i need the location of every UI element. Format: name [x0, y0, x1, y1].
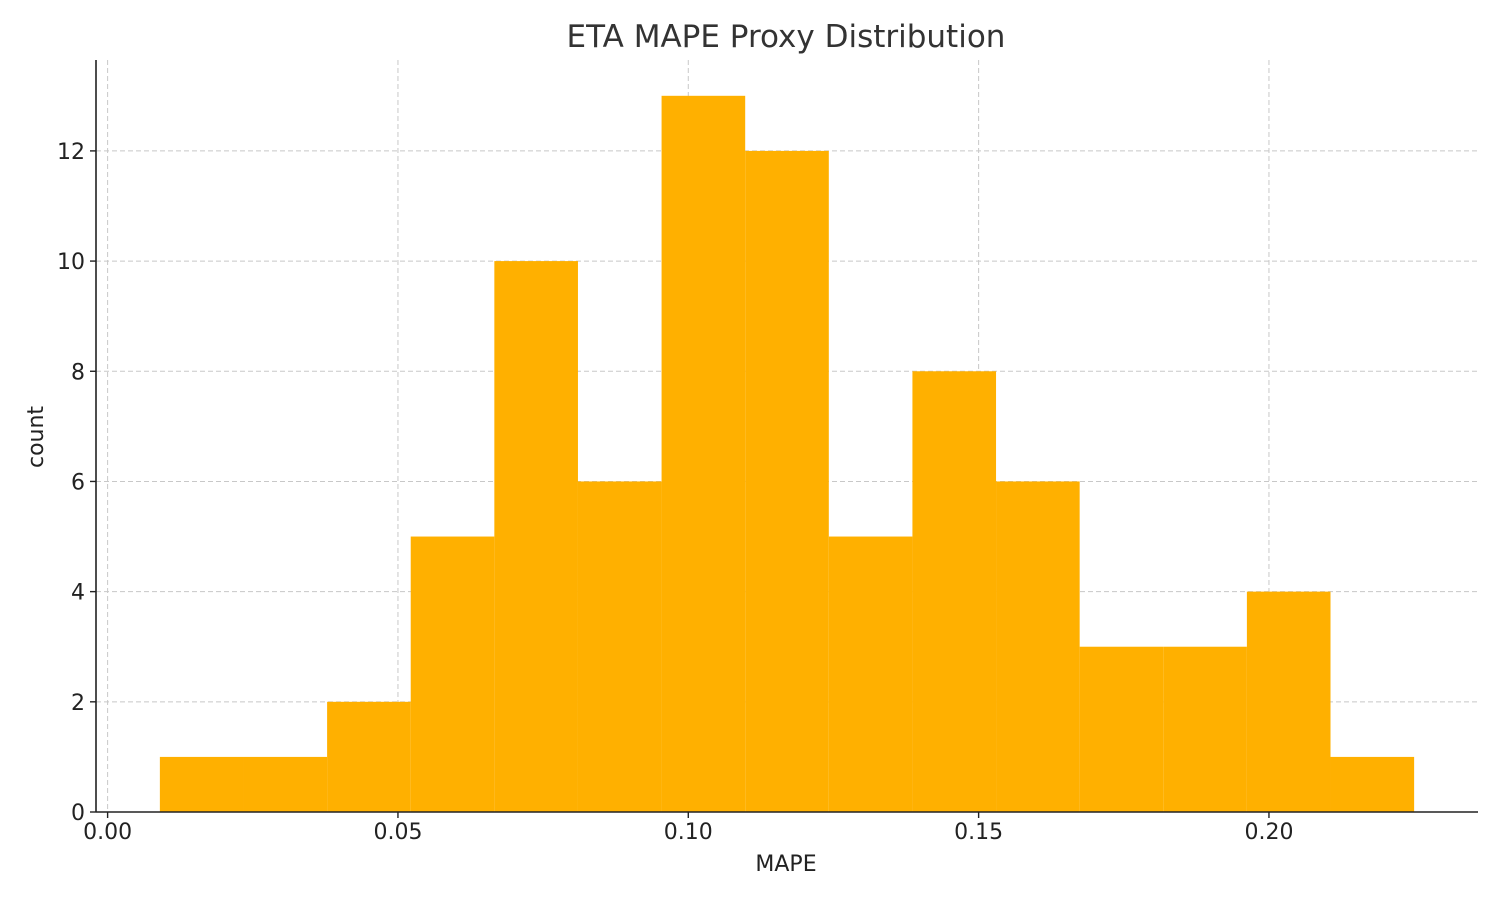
y-tick-label: 8 — [71, 360, 85, 385]
histogram-bar — [159, 756, 244, 812]
histogram-bar — [1330, 756, 1415, 812]
y-tick-label: 4 — [71, 581, 85, 606]
y-tick-label: 10 — [57, 250, 85, 275]
histogram-bar — [1246, 591, 1331, 812]
histogram-bar — [577, 481, 662, 812]
bars — [159, 95, 1415, 813]
histogram-bar — [661, 95, 746, 813]
histogram-bar — [828, 536, 913, 812]
y-axis-label: count — [24, 406, 49, 468]
histogram-bar — [996, 481, 1080, 812]
histogram-bar — [327, 701, 411, 812]
histogram-bar — [1079, 646, 1164, 812]
y-tick-label: 0 — [71, 801, 85, 826]
x-tick-label: 0.20 — [1244, 820, 1293, 845]
y-tick-label: 12 — [57, 140, 85, 165]
x-tick-label: 0.00 — [83, 820, 132, 845]
x-tick-label: 0.05 — [373, 820, 422, 845]
histogram-bar — [410, 536, 495, 812]
x-tick-label: 0.15 — [954, 820, 1003, 845]
histogram-bar — [912, 371, 997, 812]
histogram-bar — [494, 261, 578, 813]
ticks: 0.00 0.05 0.10 0.15 0.20 0 2 4 6 8 10 12 — [57, 140, 1293, 845]
y-tick-label: 6 — [71, 470, 85, 495]
x-axis-label: MAPE — [755, 852, 816, 877]
histogram-bar — [745, 150, 829, 812]
x-tick-label: 0.10 — [664, 820, 713, 845]
y-tick-label: 2 — [71, 691, 85, 716]
histogram-bar — [243, 756, 328, 812]
histogram-bar — [1163, 646, 1247, 812]
axes — [95, 60, 1478, 813]
chart-title: ETA MAPE Proxy Distribution — [567, 19, 1006, 55]
